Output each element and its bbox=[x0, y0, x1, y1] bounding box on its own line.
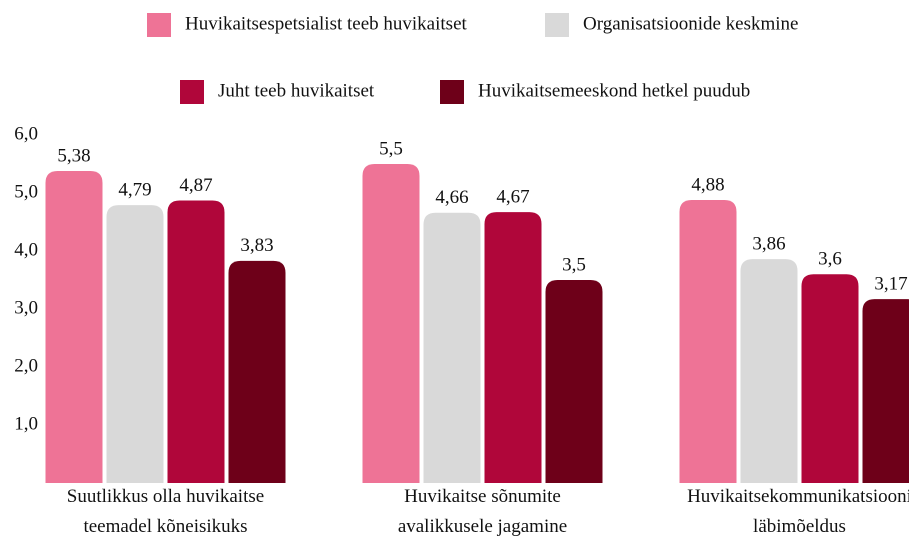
legend-label: Juht teeb huvikaitset bbox=[218, 80, 375, 101]
y-tick-label: 3,0 bbox=[14, 297, 38, 318]
data-label: 4,79 bbox=[118, 180, 151, 201]
legend-label: Huvikaitsespetsialist teeb huvikaitset bbox=[185, 13, 468, 34]
y-tick-label: 1,0 bbox=[14, 413, 38, 434]
legend-label: Huvikaitsemeeskond hetkel puudub bbox=[478, 80, 750, 101]
data-label: 4,66 bbox=[435, 187, 468, 208]
bar bbox=[484, 212, 542, 483]
data-label: 3,17 bbox=[874, 273, 907, 294]
legend-swatch bbox=[147, 13, 171, 37]
bar bbox=[362, 164, 420, 483]
legend-swatch bbox=[180, 80, 204, 104]
x-tick-label: Suutlikkus olla huvikaitse teemadel kõne… bbox=[66, 486, 265, 537]
bar bbox=[862, 299, 909, 483]
data-label: 3,5 bbox=[562, 254, 586, 275]
bar bbox=[423, 212, 481, 483]
legend-label: Organisatsioonide keskmine bbox=[583, 13, 798, 34]
bar bbox=[106, 205, 164, 483]
bar bbox=[679, 199, 737, 483]
y-tick-label: 4,0 bbox=[14, 239, 38, 260]
legend-swatch bbox=[545, 13, 569, 37]
data-label: 5,5 bbox=[379, 138, 403, 159]
x-tick-label: Huvikaitsekommunikatsiooni läbimõeldus bbox=[687, 486, 909, 537]
data-label: 5,38 bbox=[57, 145, 90, 166]
data-label: 3,83 bbox=[240, 235, 273, 256]
legend-swatch bbox=[440, 80, 464, 104]
bar bbox=[801, 274, 859, 483]
bar bbox=[167, 200, 225, 484]
x-tick-label: Huvikaitse sõnumite avalikkusele jagamin… bbox=[397, 486, 568, 537]
data-label: 3,6 bbox=[818, 249, 842, 270]
bar bbox=[45, 170, 103, 483]
data-label: 4,67 bbox=[496, 186, 529, 207]
bar bbox=[545, 280, 603, 483]
y-tick-label: 5,0 bbox=[14, 181, 38, 202]
data-label: 4,88 bbox=[691, 174, 724, 195]
data-label: 4,87 bbox=[179, 175, 212, 196]
y-tick-label: 6,0 bbox=[14, 123, 38, 144]
data-label: 3,86 bbox=[752, 233, 785, 254]
bar bbox=[740, 259, 798, 483]
bar bbox=[228, 260, 286, 483]
y-tick-label: 2,0 bbox=[14, 355, 38, 376]
